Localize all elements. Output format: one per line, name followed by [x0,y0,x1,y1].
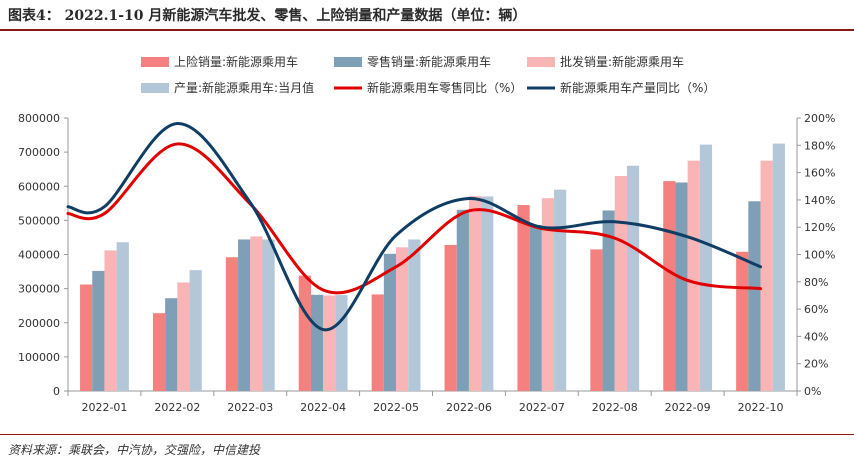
y2-tick-label: 20% [804,358,828,371]
bar [116,242,129,391]
x-tick-label: 2022-01 [81,401,127,414]
bar [225,257,239,391]
bar [529,225,542,391]
bar [663,181,676,391]
bar [80,284,93,391]
bar [92,270,105,391]
y-tick-label: 700000 [18,146,60,159]
y2-tick-label: 40% [804,330,828,343]
y2-tick-label: 200% [804,112,835,125]
bar [541,198,555,391]
title-divider [0,29,854,31]
bar-series [80,143,785,391]
bar [748,201,761,391]
tick-labels: 0 100000 200000 300000 400000 500000 600000 700… [18,112,835,414]
legend-item: 新能源乘用车零售同比（%） [334,80,522,95]
series-line [66,121,763,332]
bar [602,210,615,391]
bar [675,182,688,391]
bar [699,144,713,391]
legend-label: 产量:新能源乘用车:当月值 [174,80,314,95]
y2-tick-label: 80% [804,276,828,289]
bar [760,160,773,391]
series-line [66,142,763,295]
bar [189,270,202,391]
y2-tick-label: 0% [804,385,821,398]
legend-item: 上险销量:新能源乘用车 [141,54,298,69]
source-note: 资料来源：乘联会，中汽协，交强险，中信建投 [8,443,261,457]
bar [590,249,603,391]
bar [481,196,494,391]
x-tick-label: 2022-10 [738,401,784,414]
bar [262,239,275,391]
bar [517,205,530,391]
bar [687,160,700,391]
legend-swatch [141,83,169,93]
y-tick-label: 200000 [18,317,60,330]
y-tick-label: 500000 [18,214,60,227]
x-tick-label: 2022-07 [519,401,565,414]
bar [396,247,409,391]
bar [626,165,640,391]
line-series [66,121,763,332]
y2-tick-label: 120% [804,221,835,234]
legend-label: 批发销量:新能源乘用车 [560,54,684,69]
y-tick-label: 300000 [18,283,60,296]
source-divider [0,434,854,435]
bar [383,253,397,391]
bar [165,298,178,391]
bar [456,209,469,391]
y2-tick-label: 160% [804,167,835,180]
bar [335,295,348,391]
x-tick-label: 2022-09 [665,401,711,414]
legend-label: 零售销量:新能源乘用车 [367,54,491,69]
y2-tick-label: 100% [804,249,835,262]
x-tick-label: 2022-08 [592,401,638,414]
bar [323,295,336,391]
y2-tick-label: 180% [804,139,835,152]
bar [614,176,627,391]
bar [772,143,785,391]
chart-title: 图表4： 2022.1-10 月新能源汽车批发、零售、上险销量和产量数据（单位：… [8,8,527,24]
y-tick-label: 0 [53,385,60,398]
bar [152,313,166,391]
y-tick-label: 100000 [18,351,60,364]
legend-item: 零售销量:新能源乘用车 [334,54,491,69]
x-tick-label: 2022-02 [154,401,200,414]
y-tick-label: 400000 [18,249,60,262]
legend-label: 上险销量:新能源乘用车 [174,54,298,69]
bar [444,244,457,391]
bar [250,236,263,391]
legend-swatch [334,57,362,67]
y2-tick-label: 60% [804,303,828,316]
x-tick-label: 2022-06 [446,401,492,414]
bar [408,239,421,391]
bar [238,239,251,391]
chart: 上险销量:新能源乘用车 零售销量:新能源乘用车 批发销量:新能源乘用车产量:新能源乘… [18,54,835,414]
legend-swatch [141,57,169,67]
legend-label: 新能源乘用车产量同比（%） [560,80,715,95]
y-tick-label: 600000 [18,180,60,193]
legend: 上险销量:新能源乘用车 零售销量:新能源乘用车 批发销量:新能源乘用车产量:新能源乘… [141,54,715,95]
legend-item: 新能源乘用车产量同比（%） [527,80,715,95]
legend-item: 批发销量:新能源乘用车 [527,54,684,69]
y2-tick-label: 140% [804,194,835,207]
y-tick-label: 800000 [18,112,60,125]
bar [177,282,190,391]
bar [554,189,567,391]
legend-swatch [527,57,555,67]
bar [298,275,311,391]
bar [371,294,384,391]
legend-label: 新能源乘用车零售同比（%） [367,80,522,95]
bar [468,196,482,391]
x-tick-label: 2022-03 [227,401,273,414]
x-tick-label: 2022-05 [373,401,419,414]
header: 图表4： 2022.1-10 月新能源汽车批发、零售、上险销量和产量数据（单位：… [0,0,854,31]
bar [104,250,117,391]
bar [310,294,324,391]
legend-item: 产量:新能源乘用车:当月值 [141,80,314,95]
bar [736,251,749,391]
x-tick-label: 2022-04 [300,401,346,414]
